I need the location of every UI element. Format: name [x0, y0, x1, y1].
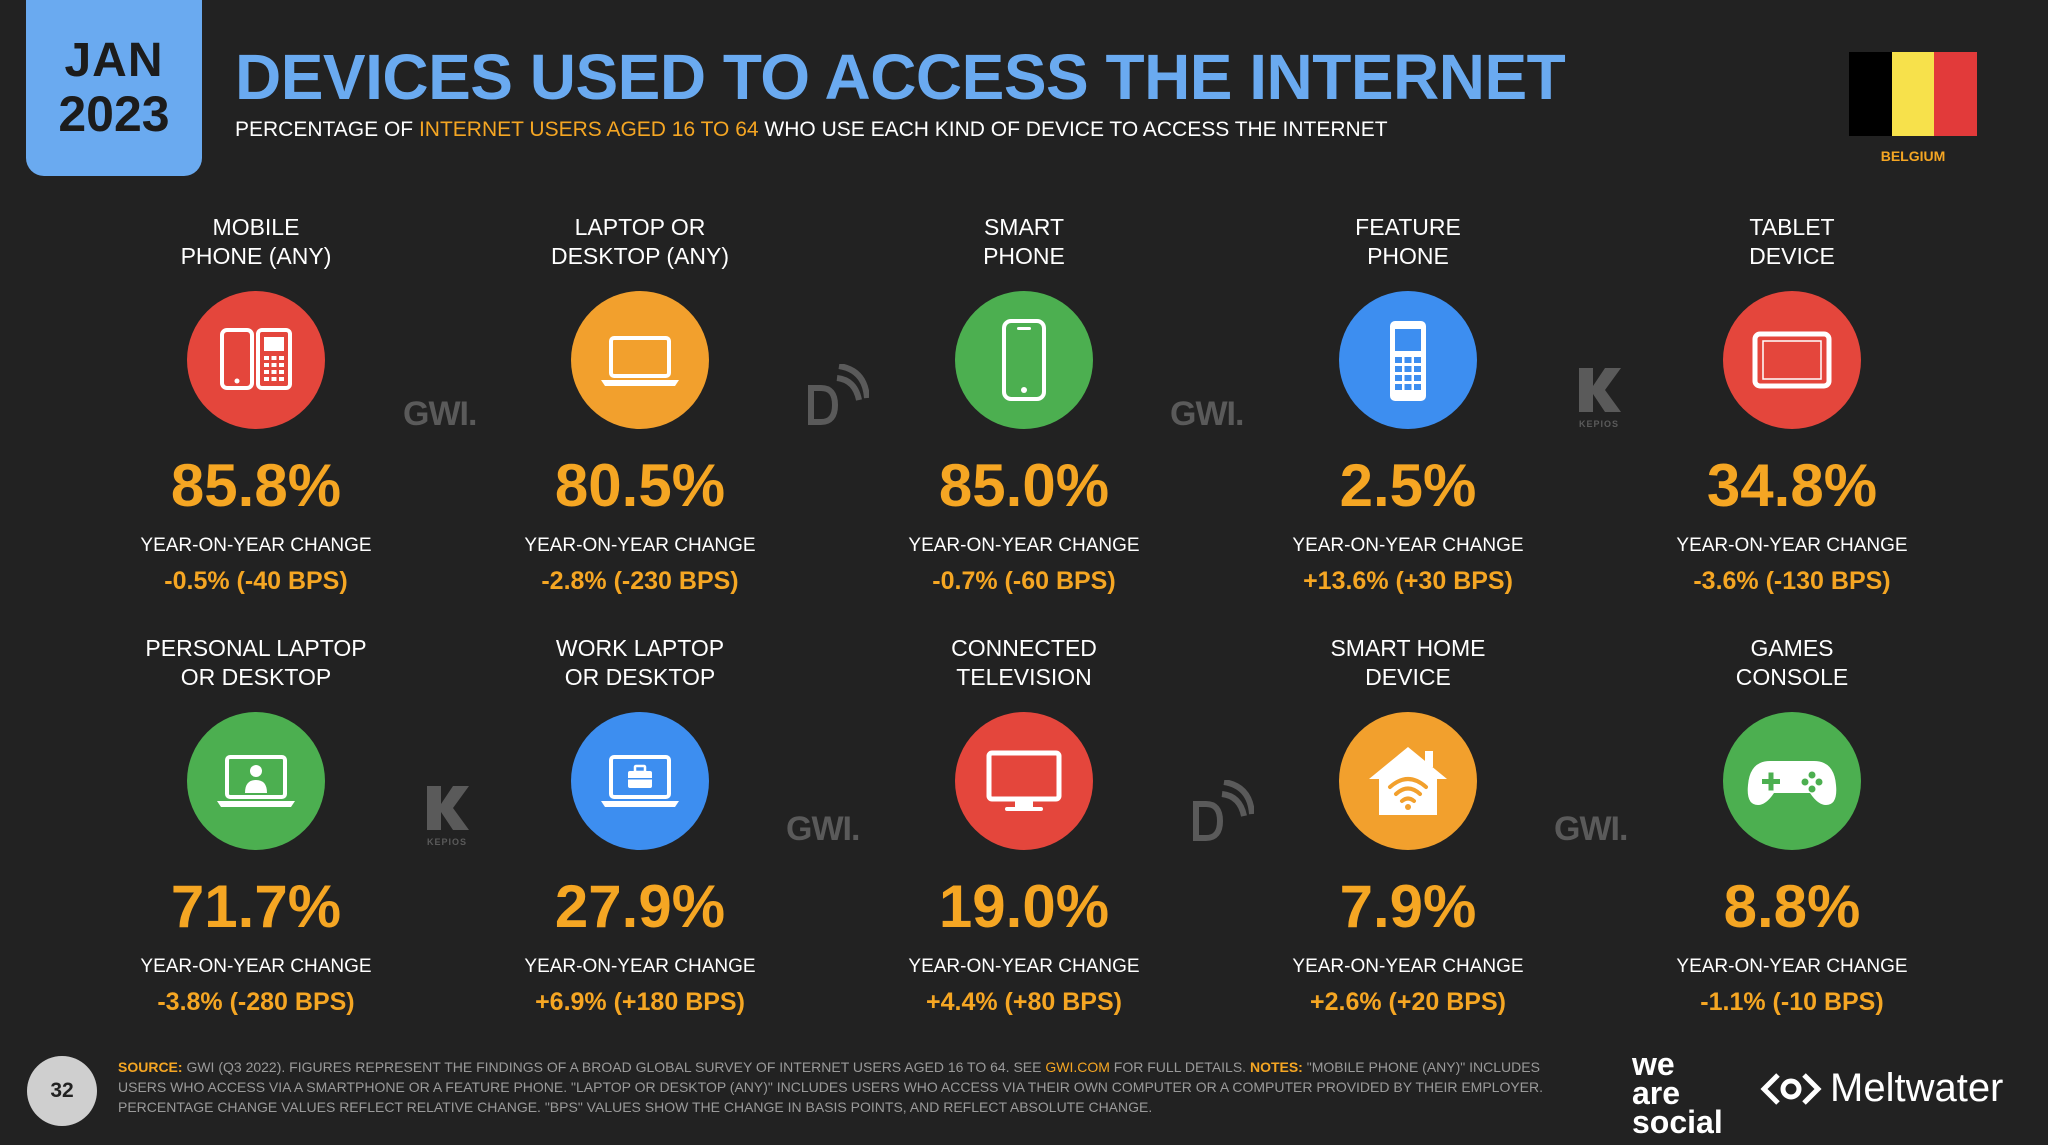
device-percentage: 7.9% — [1339, 873, 1477, 940]
kepios-watermark: KEPIOS — [423, 784, 471, 847]
source-text-2: FOR FULL DETAILS. — [1109, 1059, 1250, 1075]
personal-laptop-icon — [187, 712, 325, 850]
device-label: LAPTOP OR DESKTOP (ANY) — [550, 214, 730, 269]
page-title: DEVICES USED TO ACCESS THE INTERNET — [235, 41, 1566, 113]
device-card-work-laptop: WORK LAPTOP OR DESKTOP 27.9% YEAR-ON-YEAR… — [448, 634, 832, 1017]
game-controller-icon — [1723, 712, 1861, 850]
device-card-smartphone: SMART PHONE 85.0% YEAR-ON-YEAR CHANGE -0.… — [832, 213, 1216, 596]
gwi-watermark: GWI. — [1170, 395, 1244, 433]
source-label: SOURCE: — [118, 1059, 183, 1075]
gwi-watermark: GWI. — [1554, 810, 1628, 848]
device-card-personal-laptop: PERSONAL LAPTOP OR DESKTOP 71.7% YEAR-ON-… — [64, 634, 448, 1017]
yoy-label: YEAR-ON-YEAR CHANGE — [140, 956, 372, 977]
yoy-label: YEAR-ON-YEAR CHANGE — [908, 535, 1140, 556]
device-percentage: 34.8% — [1706, 452, 1878, 519]
yoy-change: -3.6% (-130 BPS) — [1693, 567, 1891, 595]
yoy-change: +2.6% (+20 BPS) — [1310, 988, 1506, 1016]
device-percentage: 80.5% — [554, 452, 726, 519]
datareportal-icon — [1188, 779, 1255, 851]
kepios-wordmark: KEPIOS — [426, 837, 467, 847]
device-card-connected-tv: CONNECTED TELEVISION 19.0% YEAR-ON-YEAR C… — [832, 634, 1216, 1017]
subtitle-pre: PERCENTAGE OF — [235, 118, 419, 141]
device-label: CONNECTED TELEVISION — [951, 635, 1097, 690]
source-text: GWI (Q3 2022). FIGURES REPRESENT THE FIN… — [182, 1059, 1046, 1075]
television-icon — [955, 712, 1093, 850]
smartphone-icon — [955, 291, 1093, 429]
yoy-label: YEAR-ON-YEAR CHANGE — [908, 956, 1140, 977]
device-percentage: 19.0% — [938, 873, 1110, 940]
device-label: FEATURE PHONE — [1355, 214, 1461, 269]
date-badge: JAN 2023 — [26, 0, 202, 176]
source-link[interactable]: GWI.COM — [1045, 1059, 1110, 1075]
we-are-social-logo: we are social — [1632, 1046, 1723, 1140]
yoy-label: YEAR-ON-YEAR CHANGE — [1676, 956, 1908, 977]
device-label: GAMES CONSOLE — [1735, 635, 1849, 690]
device-percentage: 27.9% — [554, 873, 726, 940]
country-label: BELGIUM — [1880, 148, 1946, 164]
flag-stripe-yellow — [1891, 52, 1935, 136]
yoy-change: +13.6% (+30 BPS) — [1303, 567, 1513, 595]
device-percentage: 8.8% — [1723, 873, 1861, 940]
device-label: MOBILE PHONE (ANY) — [180, 214, 332, 269]
flag-stripe-red — [1934, 52, 1978, 136]
yoy-label: YEAR-ON-YEAR CHANGE — [1292, 956, 1524, 977]
device-label: WORK LAPTOP OR DESKTOP — [555, 635, 725, 690]
notes-label: NOTES: — [1249, 1059, 1303, 1075]
device-label: PERSONAL LAPTOP OR DESKTOP — [145, 635, 367, 690]
device-percentage: 85.0% — [938, 452, 1110, 519]
device-card-tablet: TABLET DEVICE 34.8% YEAR-ON-YEAR CHANGE -… — [1600, 213, 1984, 596]
notes-text: "MOBILE PHONE (ANY)" INCLUDES USERS WHO … — [118, 1059, 1544, 1115]
yoy-label: YEAR-ON-YEAR CHANGE — [524, 535, 756, 556]
yoy-change: -0.7% (-60 BPS) — [932, 567, 1116, 595]
flag-stripe-black — [1849, 52, 1892, 136]
device-card-smart-home: SMART HOME DEVICE 7.9% YEAR-ON-YEAR CHANG… — [1216, 634, 1600, 1017]
kepios-watermark: KEPIOS — [1575, 366, 1623, 429]
yoy-change: -1.1% (-10 BPS) — [1700, 988, 1884, 1016]
meltwater-logo-icon — [1760, 1072, 1822, 1105]
device-card-laptop-desktop: LAPTOP OR DESKTOP (ANY) 80.5% YEAR-ON-YEA… — [448, 213, 832, 596]
yoy-label: YEAR-ON-YEAR CHANGE — [140, 535, 372, 556]
device-card-games-console: GAMES CONSOLE 8.8% YEAR-ON-YEAR CHANGE -1… — [1600, 634, 1984, 1017]
belgium-flag — [1849, 52, 1978, 136]
laptop-icon — [571, 291, 709, 429]
yoy-label: YEAR-ON-YEAR CHANGE — [1292, 535, 1524, 556]
smart-home-icon — [1339, 712, 1477, 850]
page-number: 32 — [27, 1056, 97, 1126]
kepios-wordmark: KEPIOS — [1578, 419, 1619, 429]
subtitle-post: WHO USE EACH KIND OF DEVICE TO ACCESS TH… — [758, 118, 1388, 141]
device-label: SMART PHONE — [983, 214, 1065, 269]
kepios-logo-icon — [427, 786, 469, 830]
page-subtitle: PERCENTAGE OF INTERNET USERS AGED 16 TO … — [235, 118, 1388, 142]
meltwater-logo: Meltwater — [1760, 1066, 2003, 1111]
tablet-icon — [1723, 291, 1861, 429]
device-percentage: 2.5% — [1339, 452, 1477, 519]
device-label: SMART HOME DEVICE — [1330, 635, 1486, 690]
yoy-change: -3.8% (-280 BPS) — [157, 988, 355, 1016]
source-notes: SOURCE: GWI (Q3 2022). FIGURES REPRESENT… — [118, 1057, 1588, 1117]
work-laptop-icon — [571, 712, 709, 850]
yoy-change: +4.4% (+80 BPS) — [926, 988, 1122, 1016]
meltwater-wordmark: Meltwater — [1830, 1066, 2004, 1110]
datareportal-icon — [803, 363, 870, 435]
device-percentage: 71.7% — [170, 873, 342, 940]
gwi-watermark: GWI. — [403, 395, 477, 433]
gwi-watermark: GWI. — [786, 810, 860, 848]
yoy-change: +6.9% (+180 BPS) — [535, 988, 745, 1016]
device-card-mobile-phone: MOBILE PHONE (ANY) 85.8% YEAR-ON-YEAR CHA… — [64, 213, 448, 596]
device-percentage: 85.8% — [170, 452, 342, 519]
yoy-change: -2.8% (-230 BPS) — [541, 567, 739, 595]
device-label: TABLET DEVICE — [1749, 214, 1835, 269]
mobile-phones-icon — [187, 291, 325, 429]
feature-phone-icon — [1339, 291, 1477, 429]
yoy-label: YEAR-ON-YEAR CHANGE — [1676, 535, 1908, 556]
date-month: JAN — [64, 34, 164, 87]
device-card-feature-phone: FEATURE PHONE 2.5% YEAR-ON-YEAR CHANGE +1… — [1216, 213, 1600, 596]
subtitle-highlight: INTERNET USERS AGED 16 TO 64 — [418, 118, 759, 141]
date-year: 2023 — [58, 86, 170, 142]
yoy-change: -0.5% (-40 BPS) — [164, 567, 348, 595]
kepios-logo-icon — [1579, 368, 1621, 412]
yoy-label: YEAR-ON-YEAR CHANGE — [524, 956, 756, 977]
